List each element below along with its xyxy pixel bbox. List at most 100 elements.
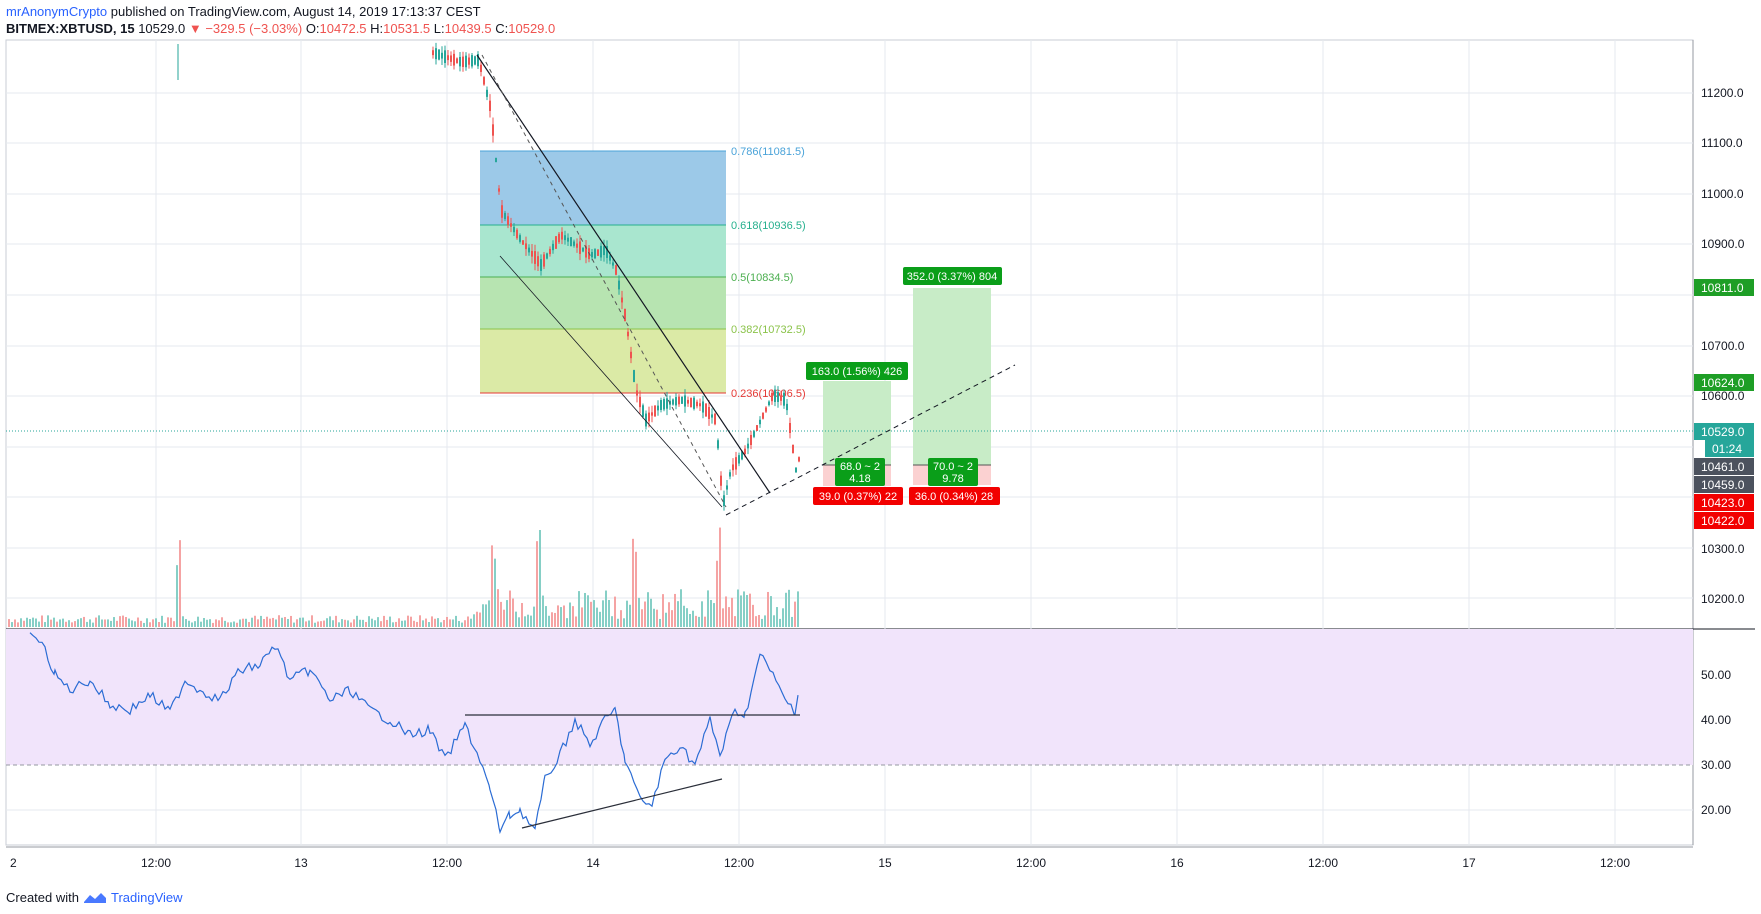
position-1-stop-label: 39.0 (0.37%) 22 xyxy=(819,491,897,503)
volume-bar xyxy=(542,595,544,627)
candle-body xyxy=(624,308,626,322)
tradingview-brand-link[interactable]: TradingView xyxy=(110,890,183,905)
volume-bar xyxy=(773,615,775,627)
candle-body xyxy=(492,124,494,136)
candle-body xyxy=(483,77,485,85)
rsi-axis[interactable]: 50.00 40.00 30.00 20.00 xyxy=(1701,668,1731,817)
open-label: O: xyxy=(305,21,320,36)
channel-upper-line[interactable] xyxy=(476,54,771,494)
position-1-target-label: 163.0 (1.56%) 426 xyxy=(812,366,903,378)
candle-body xyxy=(642,405,644,417)
volume-bar xyxy=(443,619,445,627)
volume-bar xyxy=(530,615,532,627)
symbol-label[interactable]: BITMEX:XBTUSD, 15 xyxy=(6,21,135,36)
candle-body xyxy=(558,233,560,243)
candle-body xyxy=(699,403,701,407)
volume-bar xyxy=(257,619,259,627)
position-2-stop-label: 36.0 (0.34%) 28 xyxy=(915,491,993,503)
fib-retracement[interactable]: 0.786(11081.5) 0.618(10936.5) 0.5(10834.… xyxy=(480,146,806,400)
volume-bar xyxy=(359,619,361,627)
price-axis[interactable]: 11200.0 11100.0 11000.0 10900.0 10700.0 … xyxy=(1701,86,1745,606)
time-tick: 12:00 xyxy=(1600,856,1630,870)
volume-bar xyxy=(281,617,283,627)
channel-lower-line[interactable] xyxy=(499,255,723,508)
volume-bar xyxy=(434,618,436,627)
volume-bar xyxy=(557,605,559,627)
volume-bar xyxy=(485,604,487,627)
volume-bar xyxy=(143,622,145,627)
chart-publisher-line: mrAnonymCrypto published on TradingView.… xyxy=(6,4,481,19)
candle-body xyxy=(486,89,488,97)
volume-bar xyxy=(467,616,469,627)
candle-body xyxy=(657,405,659,411)
time-axis[interactable]: 2 12:00 13 12:00 14 12:00 15 12:00 16 12… xyxy=(10,856,1630,870)
candle-body xyxy=(702,401,704,413)
volume-bar xyxy=(380,621,382,627)
time-tick: 12:00 xyxy=(724,856,754,870)
volume-bar xyxy=(797,591,799,627)
volume-bar xyxy=(323,620,325,627)
open-value: 10472.5 xyxy=(319,21,367,36)
position-2-ratio-bg xyxy=(928,458,978,486)
candle-body xyxy=(453,53,455,66)
volume-bar xyxy=(602,600,604,627)
created-with-label: Created with xyxy=(6,890,79,905)
rsi-divergence-line[interactable] xyxy=(521,778,723,829)
volume-bar xyxy=(317,621,319,627)
candle-body xyxy=(528,247,530,253)
volume-bar xyxy=(545,606,547,627)
volume-bar xyxy=(758,614,760,627)
candle-body xyxy=(567,237,569,242)
candle-body xyxy=(474,56,476,65)
volume-bar xyxy=(752,604,754,627)
candle-body xyxy=(570,237,572,247)
long-position-2[interactable] xyxy=(913,288,991,485)
volume-bar xyxy=(419,615,421,627)
volume-bar xyxy=(158,621,160,627)
volume-bar xyxy=(683,605,685,627)
candle-body xyxy=(648,412,650,422)
candle-body xyxy=(687,399,689,404)
volume-bar xyxy=(725,596,727,627)
candle-body xyxy=(594,249,596,259)
volume-bar xyxy=(674,593,676,627)
support-dashed-line[interactable] xyxy=(725,364,1016,516)
candle-body xyxy=(495,157,497,163)
candle-body xyxy=(792,444,794,454)
volume-bar xyxy=(506,600,508,627)
candle-body xyxy=(519,235,521,242)
volume-bar xyxy=(689,614,691,627)
volume-bar xyxy=(287,618,289,627)
volume-bar xyxy=(218,620,220,627)
high-label: H: xyxy=(370,21,384,36)
volume-bar xyxy=(227,622,229,627)
trend-lines[interactable] xyxy=(476,54,1016,516)
volume-bar xyxy=(611,616,613,627)
price-axis-tags: 10811.0 10624.0 10529.0 01:24 10461.0 10… xyxy=(1694,279,1754,529)
position-1-ratio-bg xyxy=(835,458,885,486)
candle-body xyxy=(714,413,716,425)
volume-bar xyxy=(713,603,715,627)
volume-bar xyxy=(173,621,175,627)
position-1-profit-zone xyxy=(823,381,891,465)
tag-text: 10459.0 xyxy=(1701,478,1745,492)
position-2-ratio-top: 70.0 ~ 2 xyxy=(933,461,973,473)
candle-body xyxy=(477,53,479,67)
candle-body xyxy=(522,240,524,245)
volume-bar xyxy=(389,616,391,627)
volume-bar xyxy=(248,622,250,627)
author-link[interactable]: mrAnonymCrypto xyxy=(6,4,108,19)
volume-bar xyxy=(707,590,709,627)
candle-body xyxy=(615,265,617,275)
high-value: 10531.5 xyxy=(383,21,431,36)
volume-bar xyxy=(353,619,355,627)
volume-bar xyxy=(431,616,433,627)
candle-body xyxy=(633,370,635,382)
candle-body xyxy=(795,467,797,473)
diagonal-dashed-line[interactable] xyxy=(481,54,727,508)
footer: Created with TradingView xyxy=(6,890,183,905)
volume-bar xyxy=(632,538,634,627)
price-tick: 10300.0 xyxy=(1701,542,1745,556)
volume-bar xyxy=(488,600,490,627)
